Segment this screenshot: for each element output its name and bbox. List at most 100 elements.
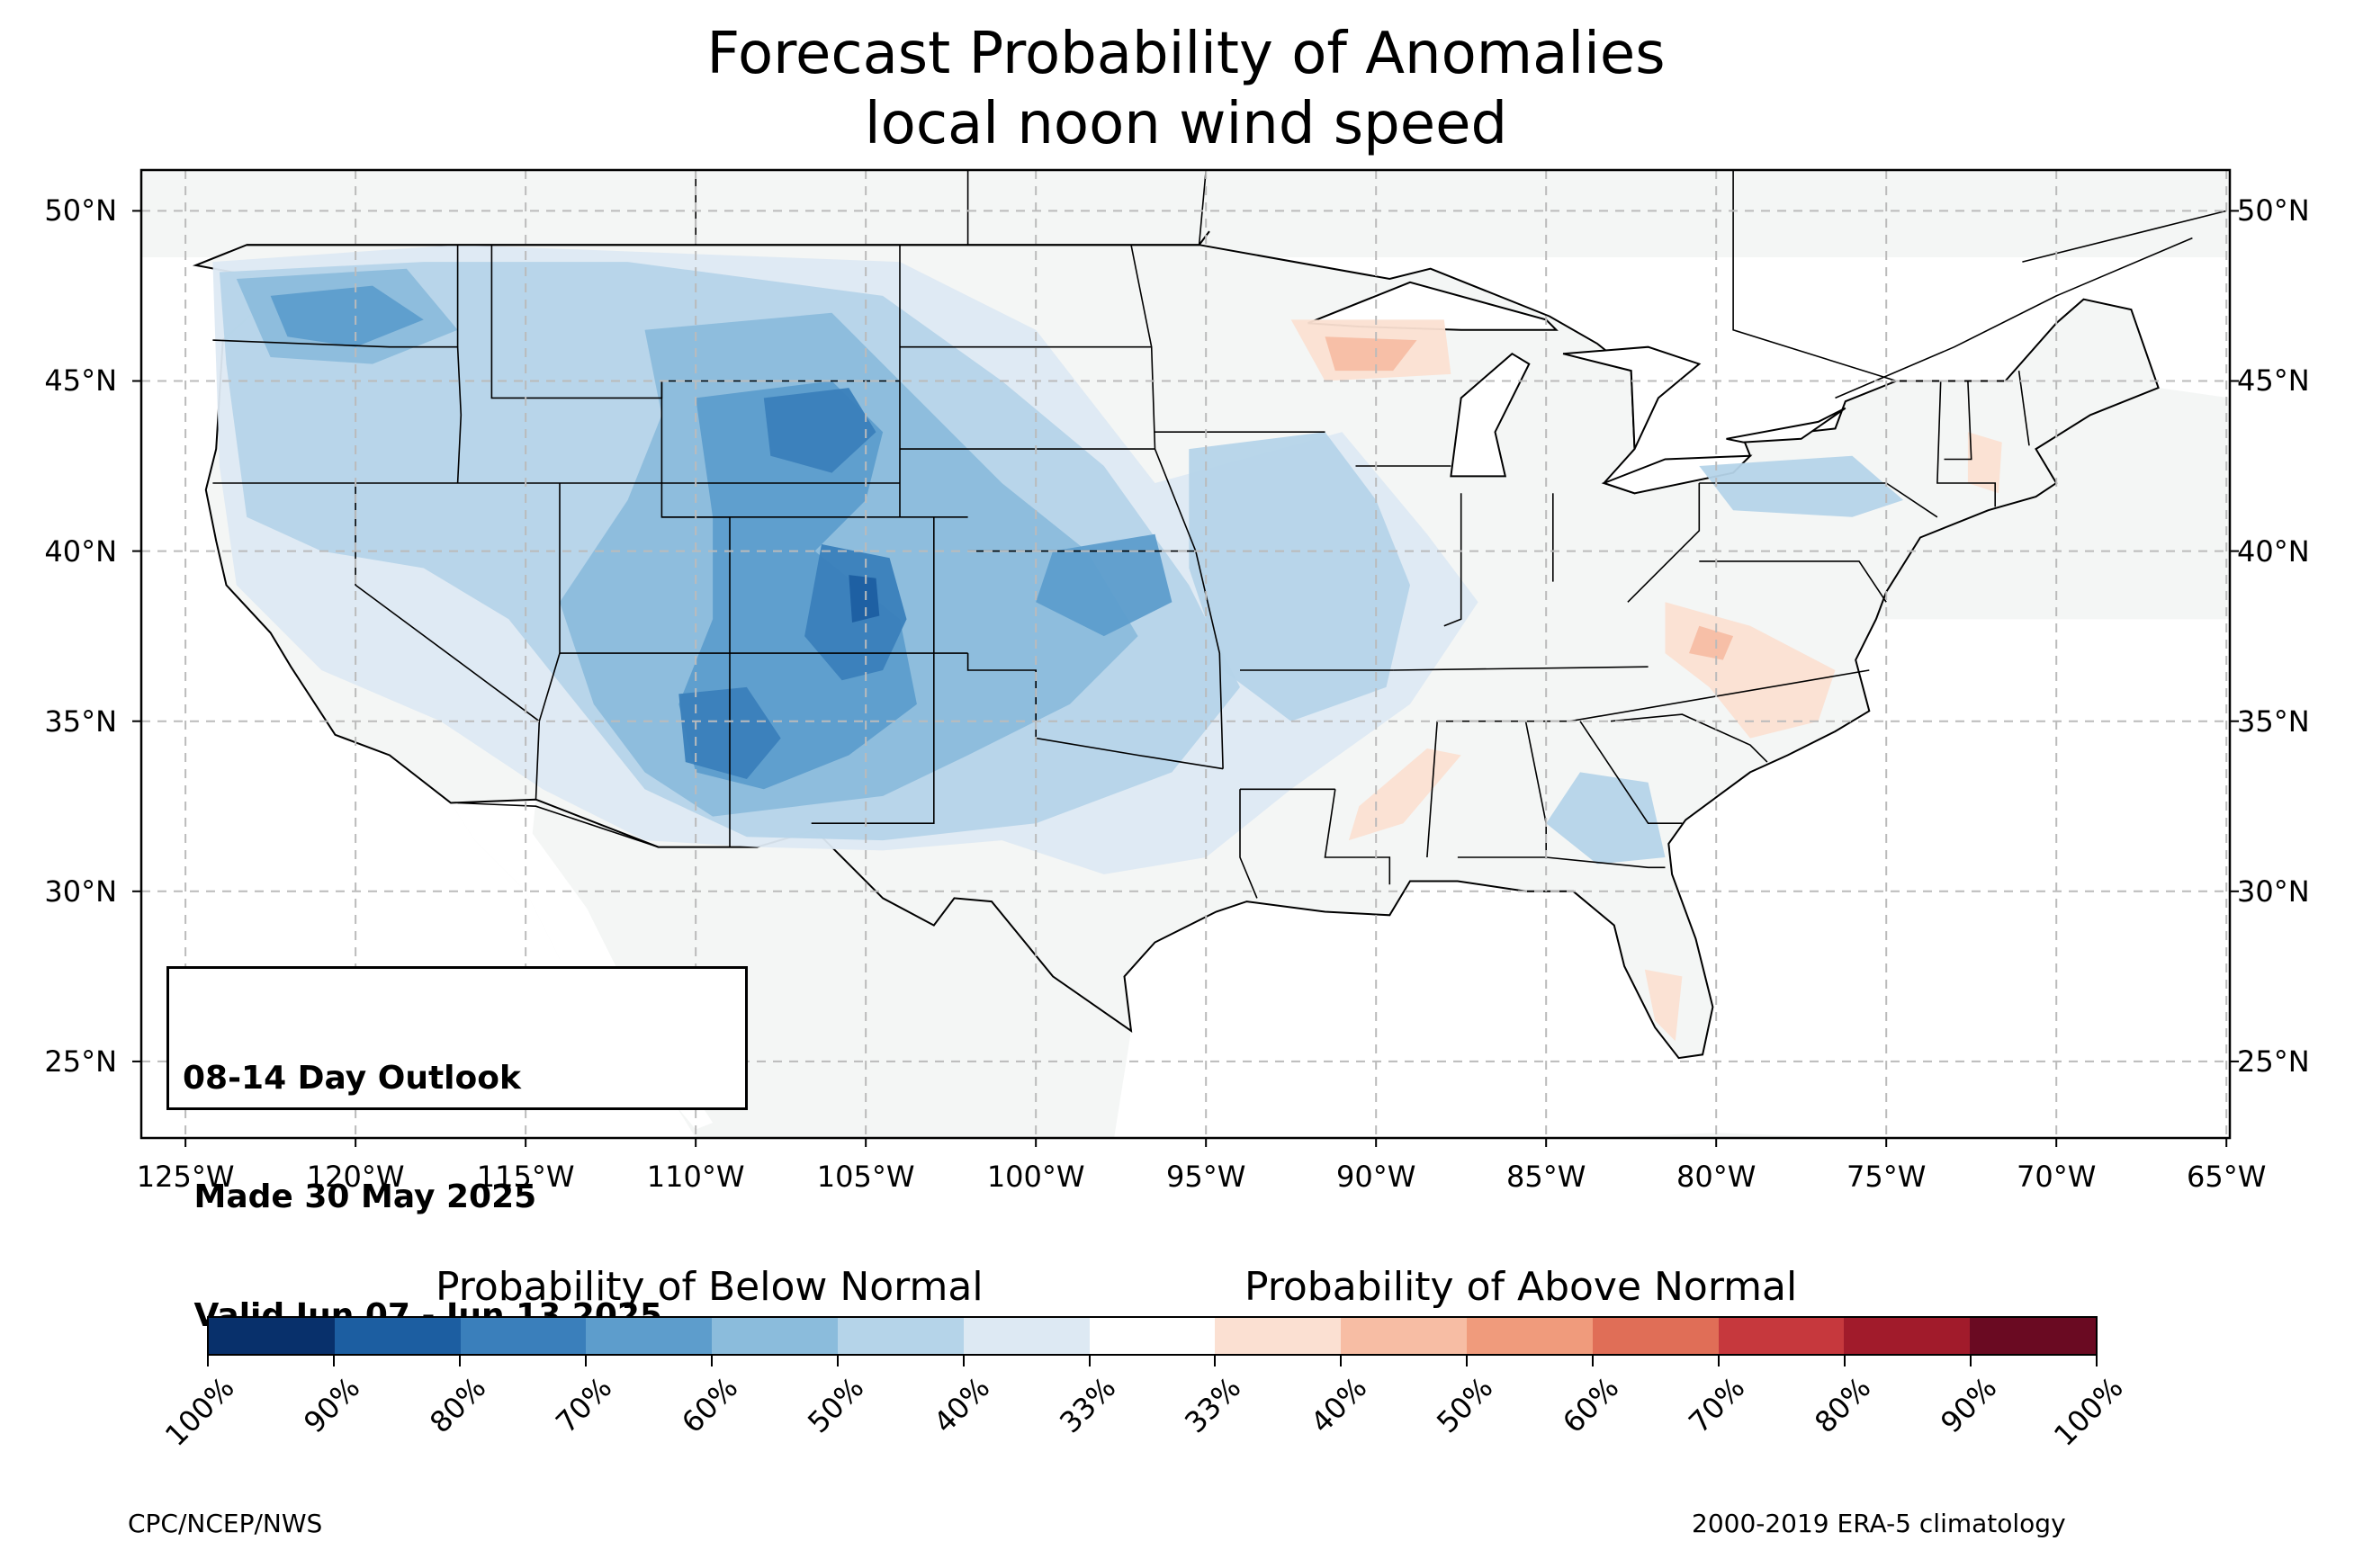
probability-region-21	[1644, 969, 1683, 1042]
lat-label-right: 50°N	[2237, 193, 2310, 228]
colorbar-swatch	[460, 1318, 587, 1354]
lat-label-left: 40°N	[44, 533, 117, 569]
state-boundary-11	[811, 516, 935, 825]
colorbar-swatch	[1215, 1318, 1342, 1354]
lat-label-left: 45°N	[44, 363, 117, 399]
state-boundary-19	[1239, 789, 1258, 899]
state-boundary-32	[1627, 483, 1701, 603]
footer-source: CPC/NCEP/NWS	[128, 1509, 323, 1538]
colorbar-tick	[1466, 1356, 1469, 1366]
colorbar-tick	[1844, 1356, 1846, 1366]
great-lake-3	[1562, 345, 1702, 450]
state-boundary-31	[1393, 666, 1649, 671]
map-frame	[139, 168, 2232, 1140]
province-boundary-3	[1198, 170, 1207, 246]
lat-label-left: 25°N	[44, 1044, 117, 1079]
state-boundary-33	[1699, 482, 1938, 518]
probability-region-16	[1325, 336, 1417, 372]
lat-label-left: 30°N	[44, 874, 117, 909]
lat-label-left: 35°N	[44, 703, 117, 739]
outlook-made-date: Made 30 May 2025	[183, 1178, 537, 1215]
colorbar-tick	[458, 1356, 461, 1366]
state-boundary-25	[1426, 721, 1438, 858]
colorbar-tick	[207, 1356, 209, 1366]
lon-label: 120°W	[306, 1160, 405, 1194]
lon-label: 80°W	[1676, 1160, 1757, 1194]
northeast-canada-land	[219, 170, 2230, 620]
lat-label-right: 35°N	[2237, 703, 2310, 739]
lon-label: 90°W	[1335, 1160, 1416, 1194]
probability-region-3	[1189, 432, 1410, 721]
probability-region-20	[1967, 432, 2002, 494]
colorbar-swatch	[1592, 1318, 1719, 1354]
state-boundary-23	[1443, 493, 1462, 627]
colorbar	[207, 1316, 2098, 1356]
state-boundary-36	[2017, 370, 2030, 446]
lon-label: 95°W	[1165, 1160, 1246, 1194]
st-lawrence-river	[1835, 237, 2193, 399]
colorbar-tick	[332, 1356, 335, 1366]
colorbar-tick	[1592, 1356, 1595, 1366]
state-boundary-29	[1610, 713, 1768, 763]
probability-region-13	[763, 388, 876, 473]
map-content	[141, 170, 2230, 1138]
colorbar-tick	[1718, 1356, 1721, 1366]
colorbar-swatch	[586, 1318, 713, 1354]
lon-label: 70°W	[2017, 1160, 2097, 1194]
probability-region-4	[1546, 772, 1666, 865]
mexico-border	[457, 802, 659, 848]
cuba-land	[1580, 1133, 1853, 1138]
colorbar-swatch	[1844, 1318, 1971, 1354]
colorbar-swatch	[1718, 1318, 1845, 1354]
lon-label: 65°W	[2187, 1160, 2267, 1194]
lat-label-right: 30°N	[2237, 874, 2310, 909]
state-boundary-28	[1546, 856, 1666, 869]
colorbar-swatch	[1089, 1318, 1216, 1354]
colorbar-tick	[2096, 1356, 2098, 1366]
probability-region-14	[849, 575, 880, 623]
lon-label: 105°W	[816, 1160, 915, 1194]
st-lawrence-shore	[2022, 210, 2227, 263]
colorbar-tick	[1970, 1356, 1972, 1366]
colorbar-swatch	[334, 1318, 461, 1354]
state-boundary-5	[535, 483, 561, 800]
colorbar-tick	[962, 1356, 965, 1366]
lon-label: 75°W	[1846, 1160, 1927, 1194]
colorbar-swatch	[837, 1318, 964, 1354]
colorbar-tick	[584, 1356, 587, 1366]
state-boundary-30	[1579, 721, 1683, 825]
mexico-land	[451, 799, 1131, 1138]
lat-label-right: 25°N	[2237, 1044, 2310, 1079]
lat-label-left: 50°N	[44, 193, 117, 228]
state-boundary-35	[1936, 381, 1996, 507]
state-boundary-2	[212, 339, 458, 348]
state-boundary-16	[966, 653, 1224, 770]
probability-region-10	[270, 285, 424, 347]
colorbar-tick	[1088, 1356, 1091, 1366]
colorbar-tick	[1340, 1356, 1343, 1366]
state-boundary-1	[456, 245, 463, 484]
lat-label-right: 40°N	[2237, 533, 2310, 569]
colorbar-swatch	[209, 1318, 335, 1354]
state-boundary-14	[1130, 245, 1224, 769]
province-boundary-4	[1732, 170, 1897, 382]
lat-label-right: 45°N	[2237, 363, 2310, 399]
great-lake-2	[1450, 352, 1531, 478]
state-boundary-20	[1324, 789, 1391, 885]
colorbar-tick	[710, 1356, 713, 1366]
colorbar-below-heading: Probability of Below Normal	[436, 1264, 984, 1310]
colorbar-swatch	[1970, 1318, 2096, 1354]
lon-label: 125°W	[136, 1160, 235, 1194]
colorbar-swatch	[712, 1318, 838, 1354]
outlook-period: 08-14 Day Outlook	[183, 1060, 521, 1097]
state-boundary-37	[1944, 381, 1972, 461]
lon-label: 115°W	[476, 1160, 575, 1194]
probability-region-9	[1036, 533, 1173, 637]
map-title: Forecast Probability of Anomalies	[706, 21, 1666, 87]
colorbar-swatch	[1341, 1318, 1467, 1354]
probability-region-5	[1699, 455, 1904, 517]
colorbar-swatch	[1466, 1318, 1593, 1354]
map-subtitle: local noon wind speed	[864, 91, 1508, 157]
probability-region-18	[1689, 625, 1734, 660]
